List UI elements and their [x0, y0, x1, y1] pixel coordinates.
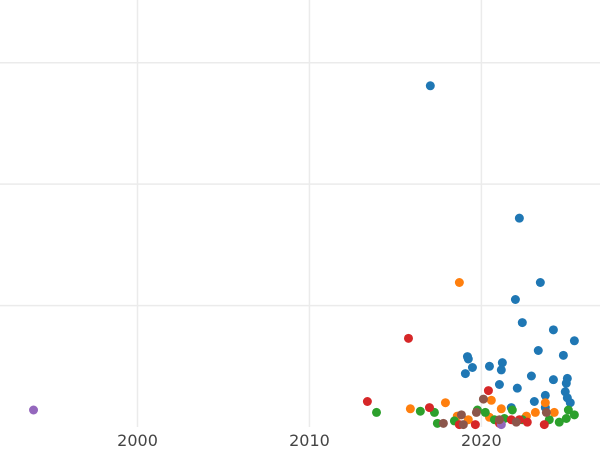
- data-point: [440, 398, 450, 408]
- data-point: [512, 383, 522, 393]
- data-point: [415, 406, 425, 416]
- data-point: [533, 346, 543, 355]
- data-point: [541, 407, 551, 417]
- data-point: [522, 417, 532, 427]
- data-point: [438, 418, 448, 428]
- data-point: [510, 295, 520, 304]
- data-point: [471, 407, 481, 417]
- data-point: [529, 397, 539, 406]
- data-point: [463, 354, 473, 364]
- data-point: [456, 410, 466, 420]
- data-point: [517, 318, 527, 328]
- data-point: [540, 390, 550, 400]
- data-point: [496, 404, 506, 414]
- data-point: [362, 397, 372, 406]
- data-point: [511, 417, 521, 427]
- data-point: [484, 361, 494, 371]
- data-point: [403, 333, 413, 343]
- data-point: [565, 398, 575, 408]
- data-point: [496, 365, 506, 375]
- data-point: [454, 278, 464, 287]
- data-point: [561, 414, 571, 423]
- data-point: [526, 371, 536, 381]
- data-point: [569, 336, 579, 346]
- x-axis-tick-labels: 2000 2010 2020: [117, 431, 502, 450]
- data-point: [372, 407, 382, 417]
- data-point: [530, 407, 540, 417]
- data-points: [29, 81, 579, 430]
- x-tick-label: 2020: [461, 431, 502, 450]
- data-point: [483, 386, 493, 396]
- data-point: [514, 213, 524, 223]
- data-point: [405, 404, 415, 414]
- data-point: [478, 394, 488, 404]
- data-point: [548, 375, 558, 385]
- x-tick-label: 2000: [117, 431, 158, 450]
- data-point: [548, 325, 558, 335]
- data-point: [539, 420, 549, 430]
- data-point: [535, 278, 545, 287]
- data-point: [569, 410, 579, 420]
- data-point: [563, 405, 573, 415]
- data-point: [467, 363, 477, 372]
- gridlines: [0, 0, 600, 427]
- data-point: [29, 405, 39, 415]
- data-point: [425, 81, 435, 91]
- x-tick-label: 2010: [289, 431, 330, 450]
- data-point: [470, 420, 480, 430]
- data-point: [486, 395, 496, 405]
- data-point: [497, 358, 507, 368]
- data-point: [494, 380, 504, 389]
- data-point: [554, 417, 564, 427]
- data-point: [494, 415, 504, 425]
- data-point: [424, 403, 434, 413]
- data-point: [558, 350, 568, 360]
- data-point: [460, 369, 470, 379]
- data-point: [480, 407, 490, 417]
- data-point: [540, 398, 550, 408]
- data-point: [507, 405, 517, 415]
- data-point: [458, 420, 468, 430]
- data-point: [561, 378, 571, 388]
- data-point: [549, 407, 559, 417]
